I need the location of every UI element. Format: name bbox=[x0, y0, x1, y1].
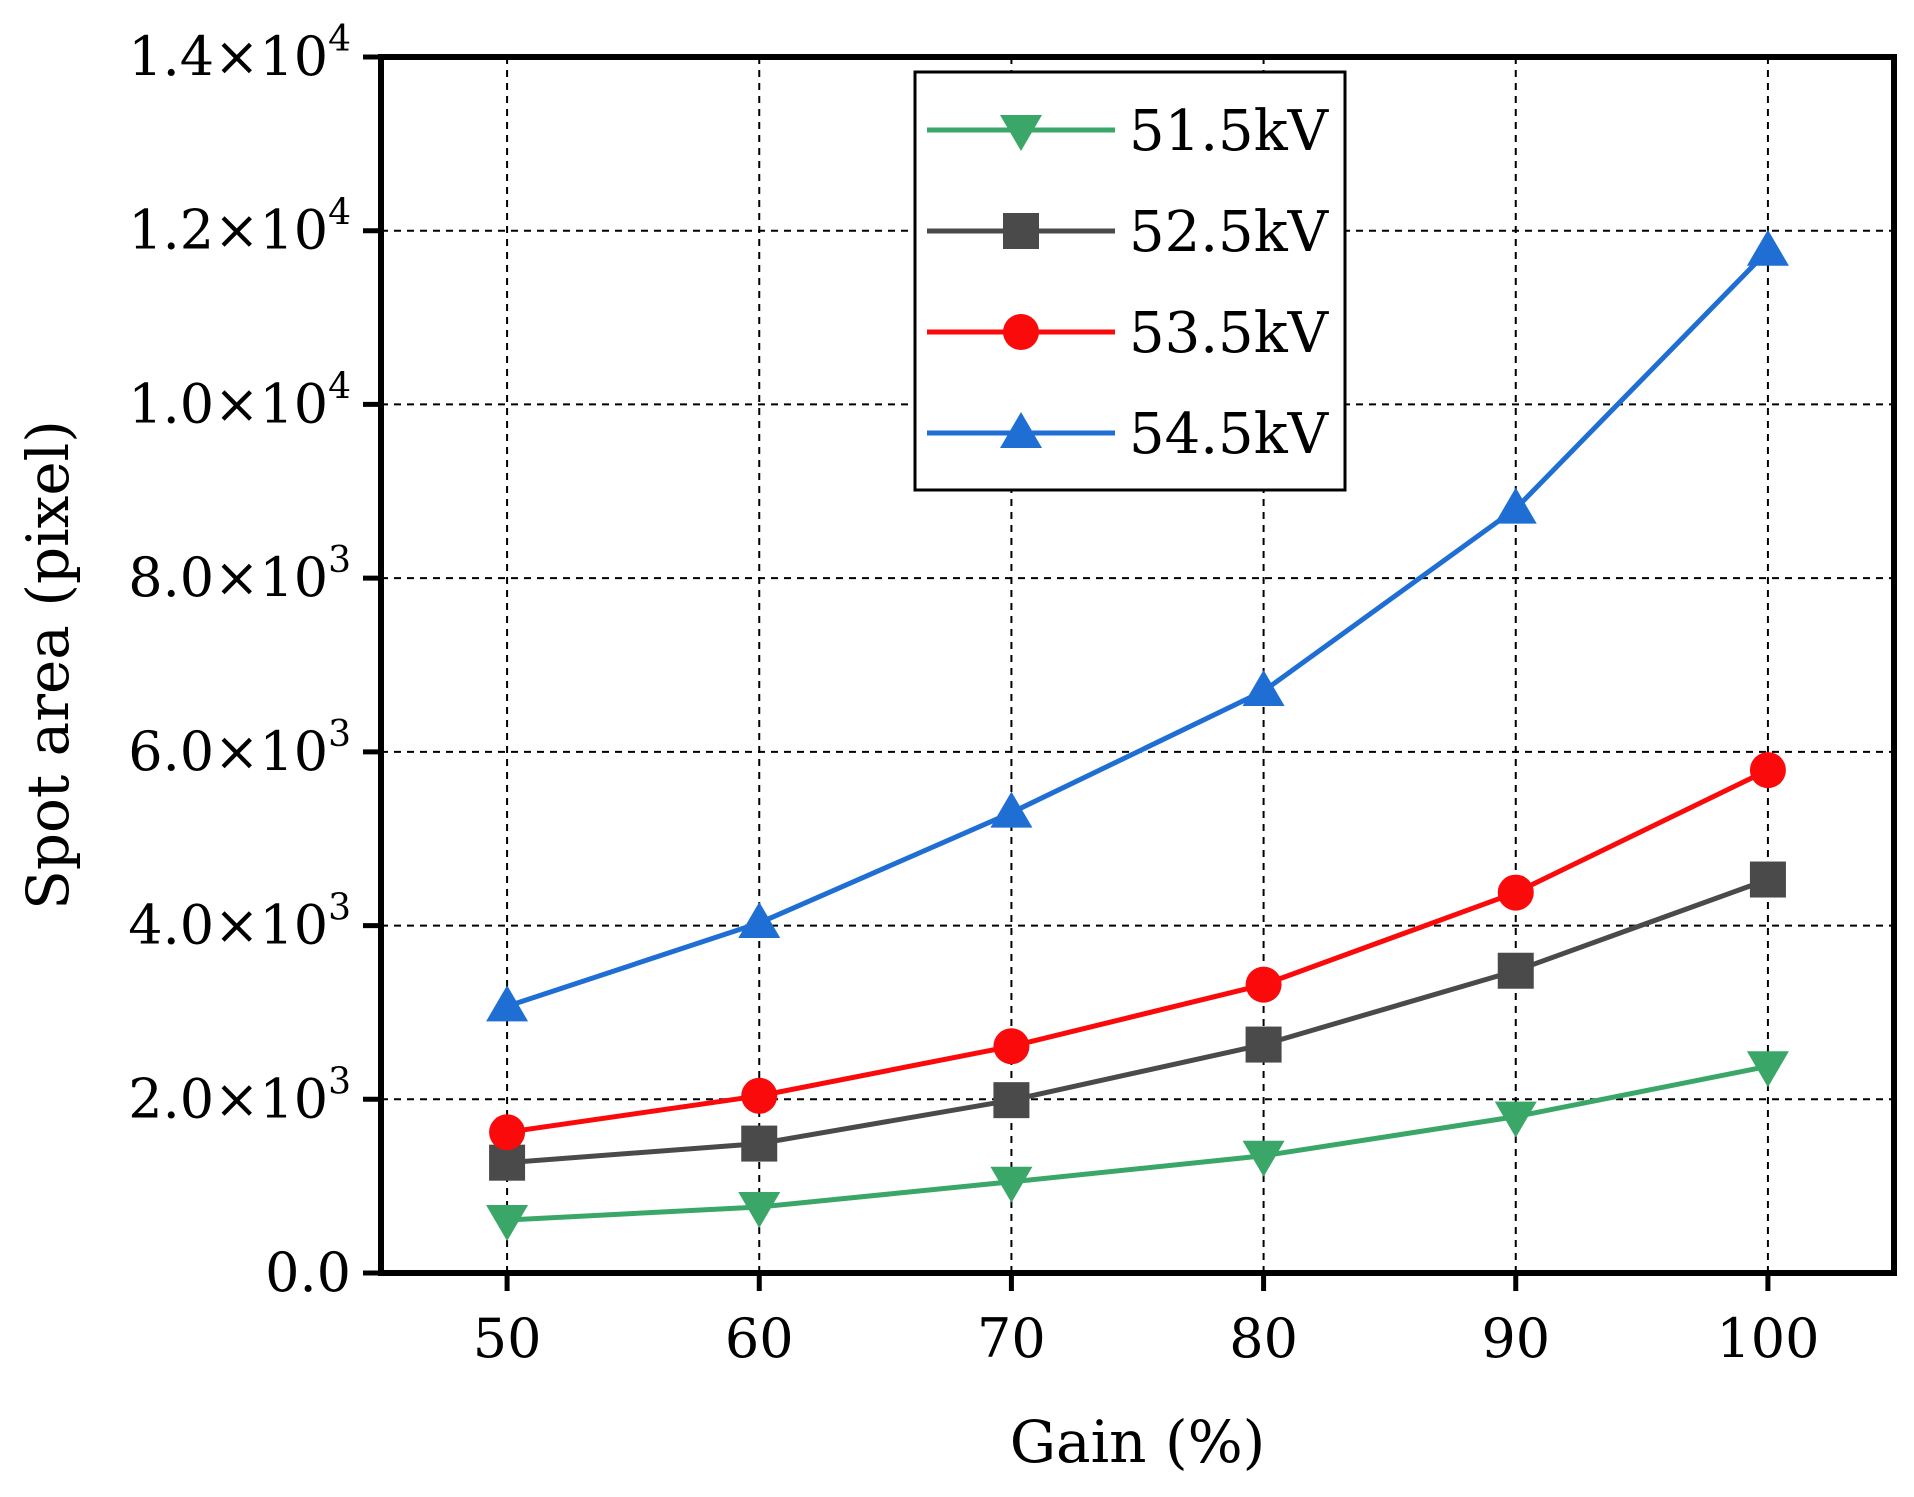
legend-label: 52.5kV bbox=[1129, 200, 1330, 265]
y-tick-label: 1.4×104 bbox=[128, 19, 351, 88]
legend-marker bbox=[1000, 412, 1042, 448]
y-tick-exponent: 4 bbox=[328, 193, 351, 234]
data-point bbox=[1746, 1051, 1789, 1088]
legend-label: 54.5kV bbox=[1129, 402, 1330, 467]
data-point bbox=[1245, 966, 1282, 1003]
data-point bbox=[1242, 1140, 1285, 1177]
x-tick-label: 50 bbox=[473, 1307, 542, 1370]
x-axis-title: Gain (%) bbox=[1010, 1408, 1266, 1476]
data-point bbox=[1245, 1026, 1282, 1063]
data-point bbox=[990, 791, 1033, 828]
legend-box bbox=[913, 70, 1347, 492]
y-tick-label: 4.0×103 bbox=[128, 888, 351, 957]
data-point bbox=[1494, 1101, 1537, 1138]
x-tick-label: 80 bbox=[1229, 1307, 1298, 1370]
legend-item: 54.5kV bbox=[927, 402, 1330, 467]
y-tick-mantissa: 8.0×10 bbox=[128, 546, 328, 609]
legend: 51.5kV 52.5kV 53.5kV 54.5kV bbox=[913, 70, 1347, 492]
series-51.5kV bbox=[486, 1051, 1789, 1242]
legend-item: 53.5kV bbox=[927, 301, 1330, 366]
data-point bbox=[489, 1114, 526, 1151]
data-point bbox=[1746, 229, 1789, 266]
axis-ticks bbox=[363, 54, 1771, 1291]
data-point bbox=[993, 1028, 1030, 1065]
data-point bbox=[486, 1205, 529, 1242]
y-tick-label: 1.2×104 bbox=[128, 193, 351, 262]
legend-item: 52.5kV bbox=[927, 200, 1330, 265]
x-tick-label: 60 bbox=[725, 1307, 794, 1370]
data-point bbox=[1497, 952, 1534, 989]
series-line bbox=[506, 767, 1770, 1135]
x-tick-label: 70 bbox=[977, 1307, 1046, 1370]
y-tick-mantissa: 4.0×10 bbox=[128, 894, 328, 957]
y-tick-exponent: 3 bbox=[328, 1061, 351, 1102]
legend-label: 51.5kV bbox=[1129, 99, 1330, 164]
series-54.5kV bbox=[486, 229, 1789, 1022]
data-point bbox=[489, 1144, 526, 1181]
y-tick-mantissa: 0.0 bbox=[265, 1241, 351, 1304]
data-point bbox=[1494, 487, 1537, 524]
data-point bbox=[741, 1125, 778, 1162]
series-line bbox=[506, 877, 1769, 1166]
data-point bbox=[1242, 670, 1285, 707]
data-point bbox=[990, 1166, 1033, 1203]
series-52.5kV bbox=[489, 861, 1786, 1181]
data-point bbox=[738, 1191, 781, 1228]
data-point bbox=[738, 901, 781, 938]
y-tick-label: 2.0×103 bbox=[128, 1061, 351, 1130]
y-tick-labels: 0.02.0×1034.0×1036.0×1038.0×1031.0×1041.… bbox=[128, 19, 351, 1304]
legend-item: 51.5kV bbox=[927, 99, 1330, 164]
y-tick-mantissa: 2.0×10 bbox=[128, 1067, 328, 1130]
y-tick-exponent: 4 bbox=[328, 19, 351, 60]
legend-marker bbox=[1003, 213, 1039, 249]
series-53.5kV bbox=[489, 752, 1786, 1151]
series-line bbox=[506, 248, 1770, 1009]
legend-label: 53.5kV bbox=[1129, 301, 1330, 366]
y-tick-mantissa: 1.4×10 bbox=[128, 25, 328, 88]
data-point bbox=[1749, 861, 1786, 898]
legend-marker bbox=[1000, 115, 1042, 151]
y-tick-label: 8.0×103 bbox=[128, 540, 351, 609]
y-tick-exponent: 3 bbox=[328, 714, 351, 755]
y-tick-mantissa: 6.0×10 bbox=[128, 720, 328, 783]
y-tick-label: 6.0×103 bbox=[128, 714, 351, 783]
data-point bbox=[486, 985, 529, 1022]
y-tick-exponent: 3 bbox=[328, 888, 351, 929]
y-tick-label: 0.0 bbox=[265, 1241, 351, 1304]
data-point bbox=[741, 1077, 778, 1114]
y-tick-exponent: 3 bbox=[328, 540, 351, 581]
y-tick-label: 1.0×104 bbox=[128, 366, 351, 435]
plot-frame bbox=[378, 54, 1897, 1276]
series-layer bbox=[486, 229, 1789, 1242]
data-point bbox=[993, 1082, 1030, 1119]
data-point bbox=[1497, 874, 1534, 911]
y-tick-mantissa: 1.2×10 bbox=[128, 199, 328, 262]
series-line bbox=[506, 1063, 1769, 1223]
x-tick-label: 90 bbox=[1481, 1307, 1550, 1370]
x-tick-labels: 50 60 70 80 90 100 bbox=[473, 1307, 1820, 1370]
legend-marker bbox=[1003, 314, 1039, 350]
y-tick-exponent: 4 bbox=[328, 366, 351, 407]
x-tick-label: 100 bbox=[1716, 1307, 1819, 1370]
y-tick-mantissa: 1.0×10 bbox=[128, 372, 328, 435]
y-axis-title: Spot area (pixel) bbox=[14, 420, 82, 910]
data-point bbox=[1749, 752, 1786, 789]
